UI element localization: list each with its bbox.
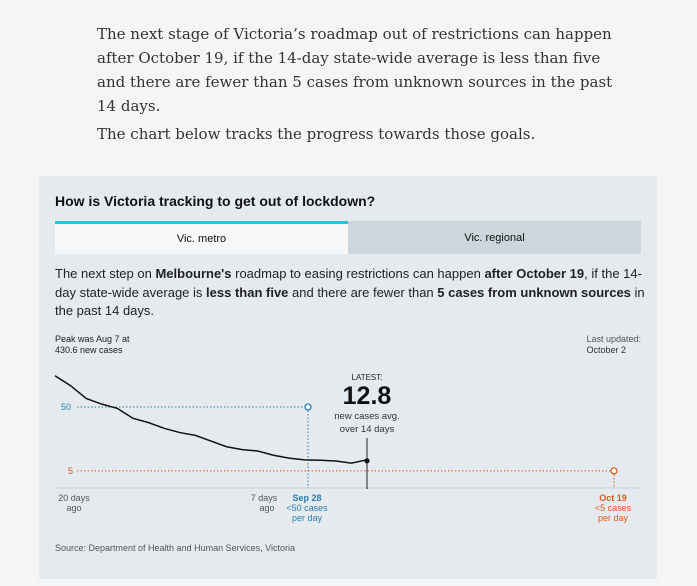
desc-bold-1: Melbourne's xyxy=(155,266,232,281)
latest-label: LATEST: xyxy=(351,373,383,382)
x-label-7-days-2: ago xyxy=(259,503,275,513)
x-label-oct19: Oct 19 <5 cases per day xyxy=(588,493,638,523)
updated-line-2: October 2 xyxy=(586,345,626,355)
desc-text-4: and there are fewer than xyxy=(288,284,438,300)
peak-note: Peak was Aug 7 at 430.6 new cases xyxy=(55,334,130,356)
x-label-oct19-1: Oct 19 xyxy=(599,493,627,503)
desc-text-1: The next step on xyxy=(55,266,156,281)
target-50-marker xyxy=(304,403,312,411)
peak-line-1: Peak was Aug 7 at xyxy=(55,334,130,344)
y-tick-5: 5 xyxy=(68,466,73,476)
desc-text-5: in the past 14 days. xyxy=(55,284,645,319)
latest-point xyxy=(364,458,370,464)
desc-bold-4: 5 cases from unknown sources xyxy=(437,284,631,300)
x-label-20-days-1: 20 days xyxy=(58,493,90,503)
cases-series-line xyxy=(54,375,368,464)
desc-bold-2: after October 19 xyxy=(484,266,585,281)
tab-bar: Vic. metro Vic. regional xyxy=(55,221,641,254)
card-title: How is Victoria tracking to get out of l… xyxy=(55,193,376,209)
description: The next step on Melbourne's roadmap to … xyxy=(55,265,645,321)
desc-text-3: , if the 14-day state-wide average is xyxy=(55,266,642,300)
x-label-20-days-2: ago xyxy=(66,503,82,513)
peak-line-2: 430.6 new cases xyxy=(55,345,123,355)
y-tick-50: 50 xyxy=(61,402,71,412)
latest-sub-2: over 14 days xyxy=(339,424,395,435)
latest-callout: LATEST: 12.8 new cases avg. over 14 days xyxy=(329,373,405,436)
tab-vic-metro[interactable]: Vic. metro xyxy=(55,221,348,254)
source-note: Source: Department of Health and Human S… xyxy=(55,543,295,553)
desc-bold-3: less than five xyxy=(206,284,289,300)
intro-paragraph-2: The chart below tracks the progress towa… xyxy=(97,125,536,143)
x-label-oct19-3: per day xyxy=(597,513,629,523)
last-updated: Last updated: October 2 xyxy=(586,334,641,356)
updated-line-1: Last updated: xyxy=(586,334,641,344)
tab-vic-regional[interactable]: Vic. regional xyxy=(348,221,641,254)
latest-value: 12.8 xyxy=(342,382,392,410)
x-label-sep28-1: Sep 28 xyxy=(292,493,322,503)
x-label-sep28-3: per day xyxy=(291,513,323,523)
cases-chart: 50 5 xyxy=(54,375,641,489)
intro-paragraph-1: The next stage of Victoria’s roadmap out… xyxy=(97,25,613,115)
x-label-7-days-1: 7 days xyxy=(250,493,278,503)
x-label-oct19-2: <5 cases xyxy=(594,503,632,513)
latest-sub-1: new cases avg. xyxy=(334,411,400,422)
desc-text-2: roadmap to easing restrictions can happe… xyxy=(231,266,485,281)
x-label-sep28-2: <50 cases xyxy=(286,503,328,513)
target-5-marker xyxy=(610,467,618,475)
chart-card: How is Victoria tracking to get out of l… xyxy=(39,176,657,579)
x-label-7-days: 7 days ago xyxy=(241,493,287,513)
x-label-20-days: 20 days ago xyxy=(51,493,97,513)
x-label-sep28: Sep 28 <50 cases per day xyxy=(282,493,332,523)
